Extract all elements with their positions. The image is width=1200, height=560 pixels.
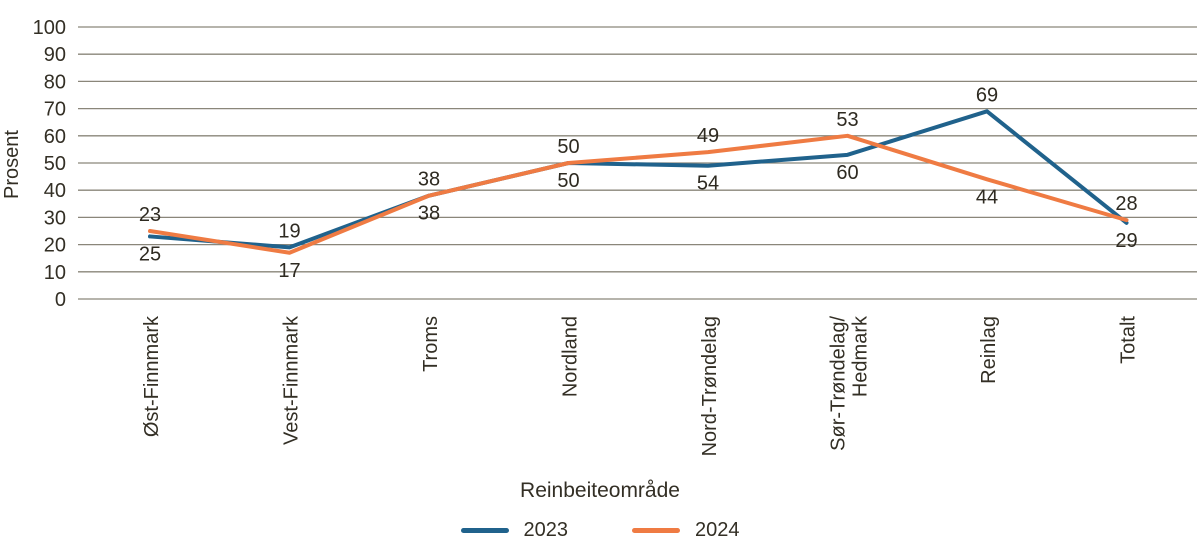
legend-item-2023: 2023 [460,519,569,542]
data-label-2024: 17 [278,260,300,282]
legend-label-2024: 2024 [695,519,740,541]
x-tick-label: Øst-Finnmark [141,315,163,437]
data-label-2023: 19 [278,220,300,242]
x-tick-label: Sør-Trøndelag/ [828,316,850,451]
data-label-2024: 50 [557,170,579,192]
x-tick-label: Totalt [1118,316,1140,364]
x-tick-label: Reinlag [978,316,1000,384]
data-label-2023: 23 [139,204,161,226]
x-axis-title: Reinbeiteområde [520,479,680,502]
data-label-2023: 28 [1115,193,1137,215]
data-label-2024: 54 [697,173,719,195]
y-tick-label: 60 [44,126,66,148]
data-label-2023: 38 [418,169,440,191]
y-tick-label: 0 [55,289,66,311]
series-line-2023 [148,109,1129,250]
y-tick-label: 40 [44,180,66,202]
legend-swatch-2023 [460,528,509,533]
y-tick-label: 70 [44,99,66,121]
series-line-2024 [148,133,1129,255]
data-label-2024: 29 [1115,230,1137,252]
y-tick-label: 10 [44,262,66,284]
x-tick-label: Hedmark [850,315,872,397]
legend-item-2024: 2024 [632,519,740,542]
data-label-2024: 60 [836,162,858,184]
data-label-2024: 25 [139,243,161,265]
x-tick-label: Troms [420,316,442,372]
chart-legend: 2023 2024 [0,519,1200,542]
data-label-2024: 44 [976,186,998,208]
legend-label-2023: 2023 [523,519,569,541]
y-tick-label: 20 [44,235,66,257]
x-tick-label: Vest-Finnmark [281,315,303,445]
data-label-2023: 49 [697,125,719,147]
x-tick-label: Nord-Trøndelag [699,316,721,456]
data-label-2023: 50 [557,136,579,158]
data-label-2023: 69 [976,84,998,106]
data-label-2023: 53 [836,109,858,131]
data-label-2024: 38 [418,203,440,225]
y-tick-label: 50 [44,153,66,175]
y-tick-label: 90 [44,44,66,66]
y-tick-label: 100 [33,17,66,39]
y-tick-label: 30 [44,207,66,229]
plot-area: 0 10 20 30 40 50 60 70 80 90 100 23 25 Øst-Finnmark 19… [33,17,1197,456]
y-tick-label: 80 [44,71,66,93]
x-tick-label: Nordland [560,316,582,397]
legend-swatch-2024 [632,528,680,533]
